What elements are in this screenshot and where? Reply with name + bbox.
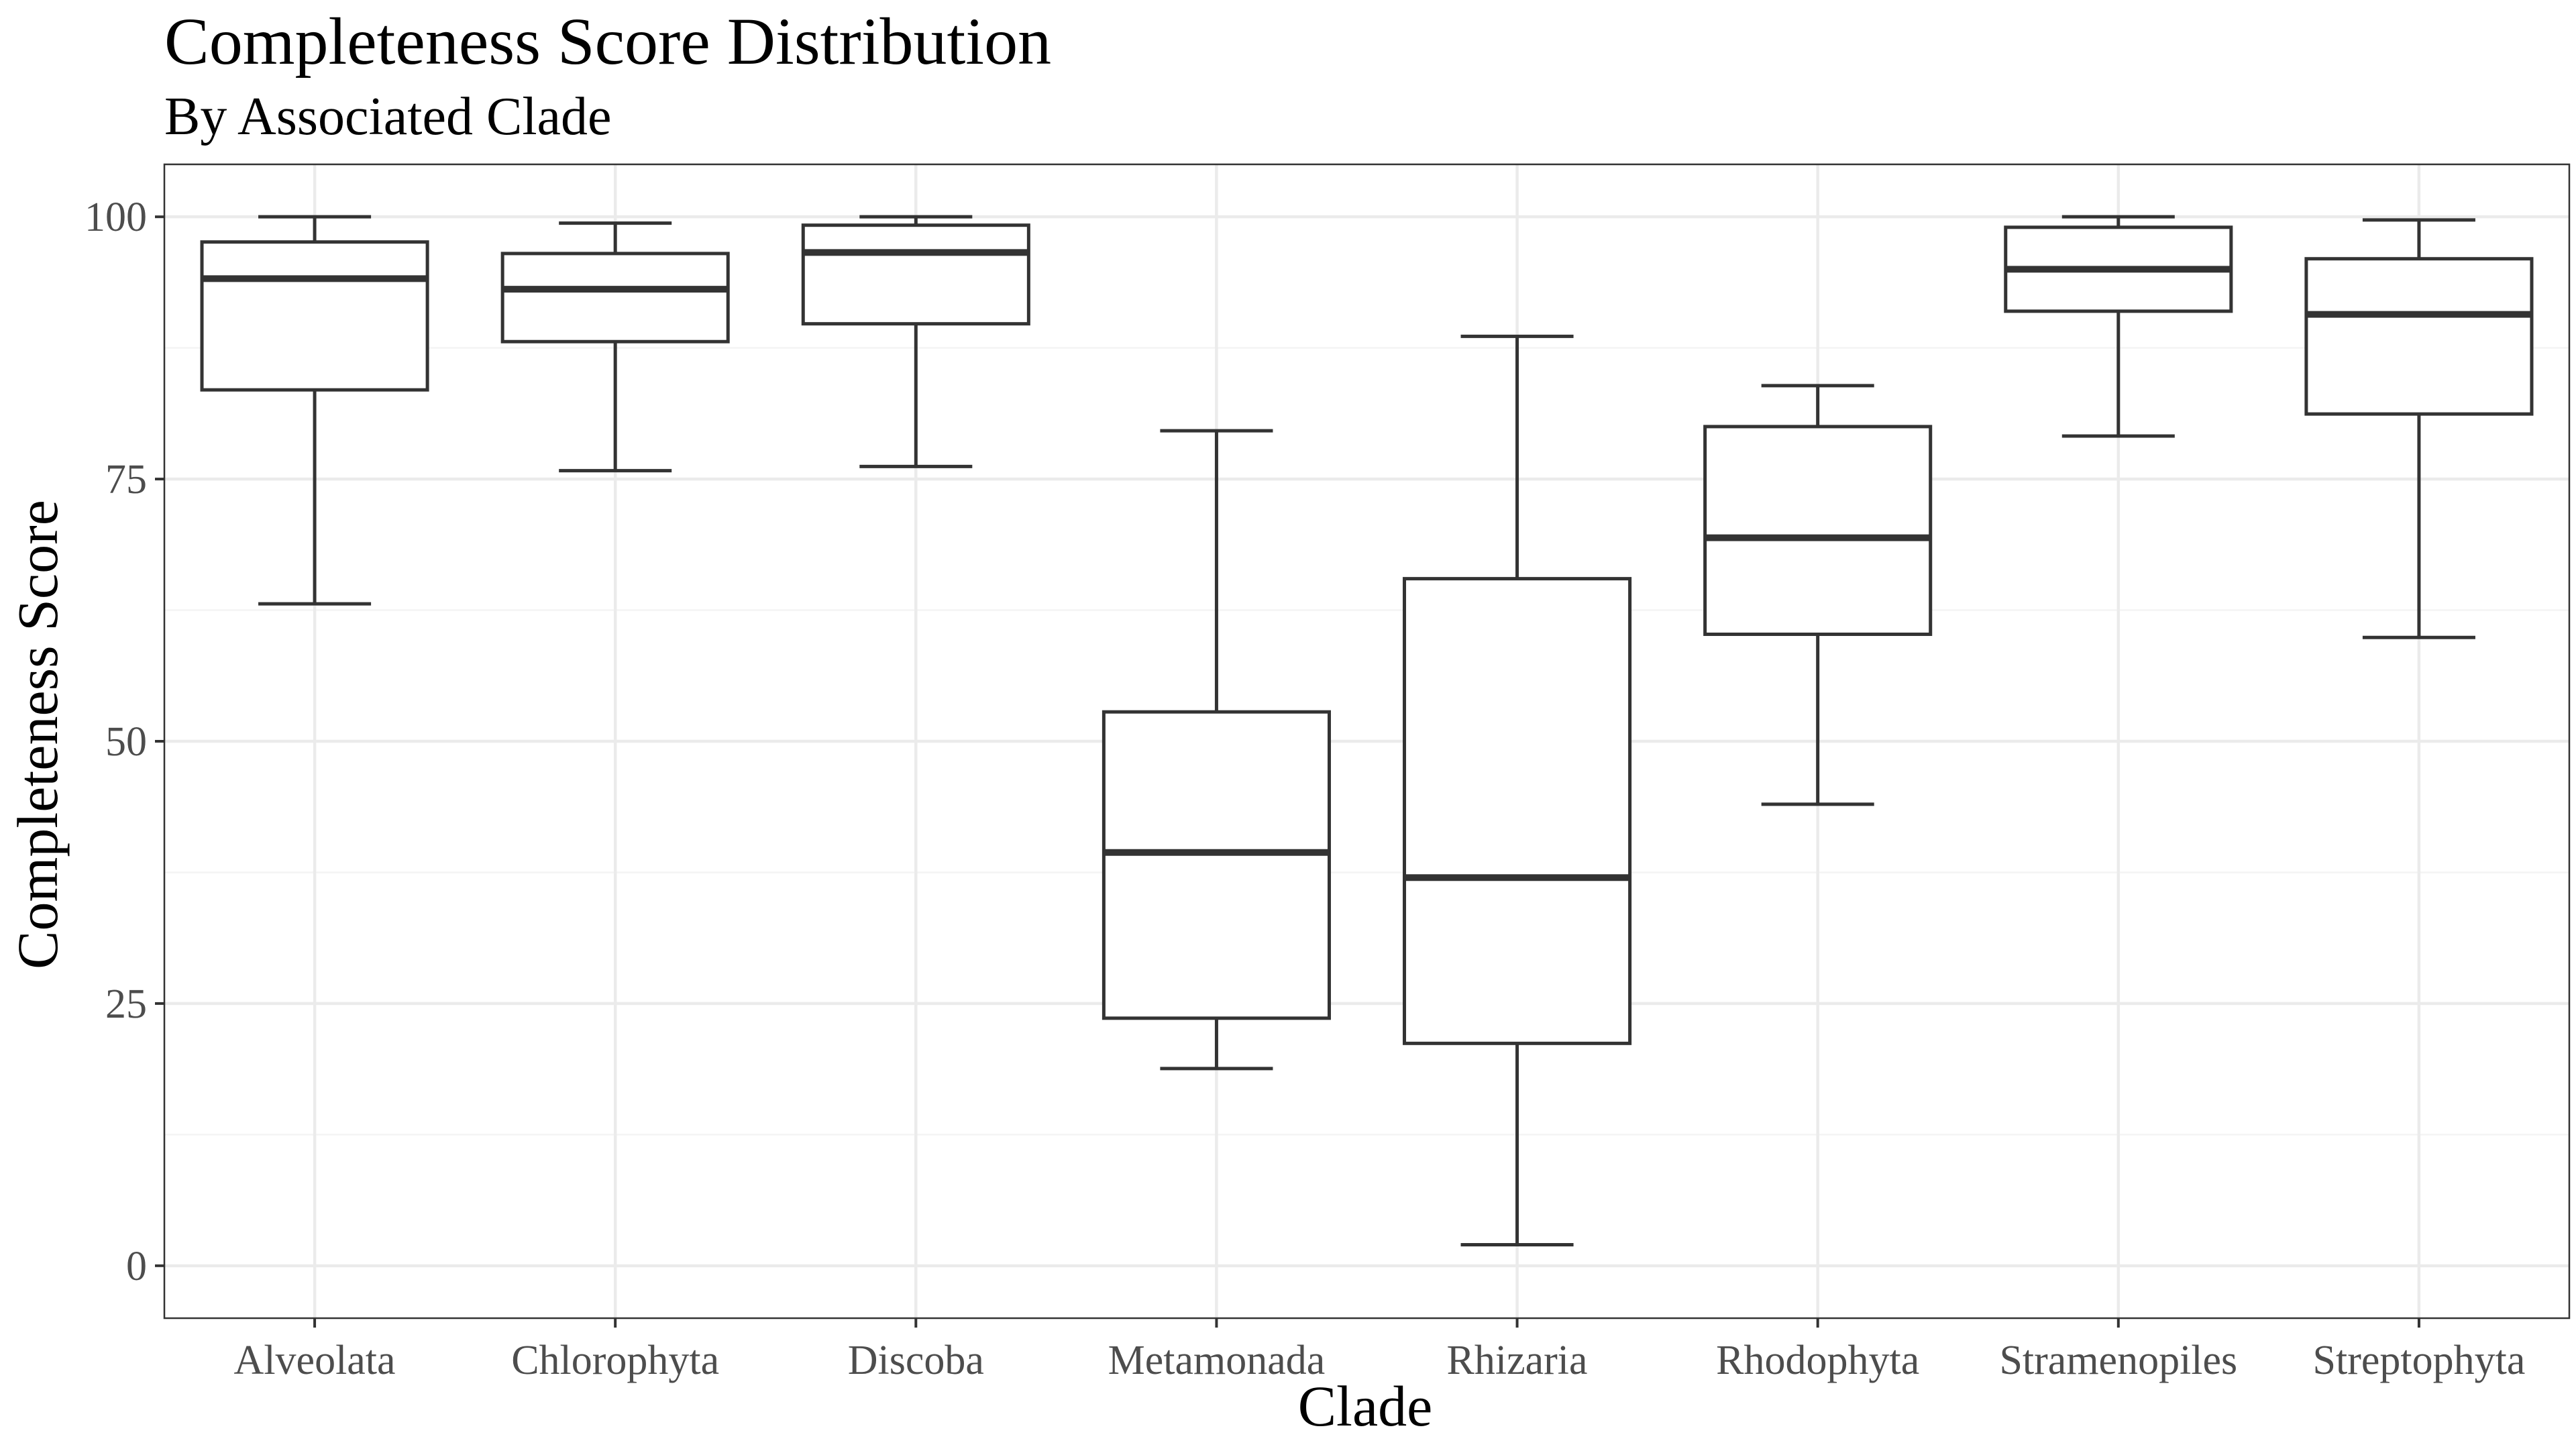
box-iqr bbox=[1703, 425, 1933, 637]
x-tick-label: Rhizaria bbox=[1447, 1338, 1588, 1383]
box-iqr bbox=[801, 223, 1030, 326]
x-tick-label: Discoba bbox=[848, 1338, 984, 1383]
y-tick-label: 100 bbox=[85, 195, 147, 240]
x-tick-label: Chlorophyta bbox=[511, 1338, 719, 1383]
chart-subtitle: By Associated Clade bbox=[164, 87, 612, 146]
box-iqr bbox=[2304, 257, 2534, 416]
box-rhodophyta bbox=[1703, 384, 1933, 806]
tick-layer: 0 25 50 75 100 Alveolata Chlorophyta Discoba Met… bbox=[85, 195, 2525, 1383]
box-discoba bbox=[801, 215, 1030, 468]
box-stramenopiles bbox=[2004, 215, 2233, 438]
x-tick-label: Rhodophyta bbox=[1716, 1338, 1919, 1383]
box-rhizaria bbox=[1403, 334, 1632, 1247]
x-tick-label: Stramenopiles bbox=[1999, 1338, 2237, 1383]
box-iqr bbox=[1102, 710, 1331, 1020]
box-layer bbox=[200, 215, 2534, 1247]
plot-panel-border bbox=[163, 163, 2571, 1320]
box-chlorophyta bbox=[500, 221, 730, 473]
y-tick-label: 0 bbox=[126, 1244, 147, 1289]
x-axis-label: Clade bbox=[1298, 1374, 1433, 1438]
y-tick-label: 50 bbox=[105, 719, 147, 765]
box-iqr bbox=[500, 252, 730, 343]
x-tick-label: Streptophyta bbox=[2313, 1338, 2526, 1383]
box-streptophyta bbox=[2304, 218, 2534, 639]
x-tick-label: Alveolata bbox=[234, 1338, 396, 1383]
x-tick-label: Metamonada bbox=[1108, 1338, 1326, 1383]
box-metamonada bbox=[1102, 429, 1331, 1071]
y-tick-label: 25 bbox=[105, 981, 147, 1027]
box-iqr bbox=[200, 240, 429, 392]
y-tick-label: 75 bbox=[105, 457, 147, 502]
chart-title: Completeness Score Distribution bbox=[164, 4, 1051, 78]
box-alveolata bbox=[200, 215, 429, 606]
box-iqr bbox=[1403, 577, 1632, 1045]
y-axis-label: Completeness Score bbox=[5, 500, 70, 969]
